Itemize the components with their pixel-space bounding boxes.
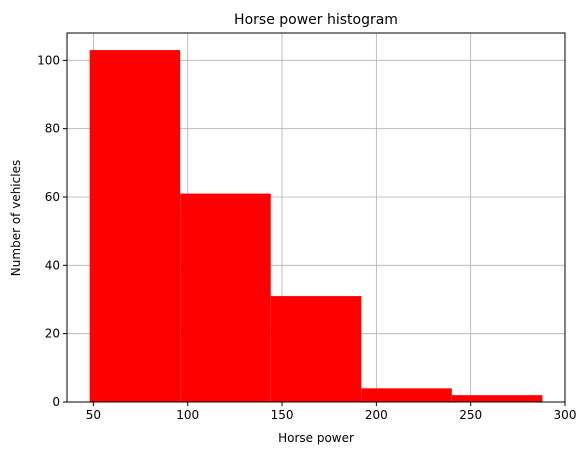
y-axis-label: Number of vehicles (9, 160, 23, 276)
y-tick-label: 20 (45, 327, 60, 341)
x-tick-label: 50 (86, 408, 101, 422)
ticks: 50 100 150 200 250 300 0 20 40 60 80 100 (37, 53, 576, 422)
x-tick-label: 200 (365, 408, 388, 422)
histogram-bar (89, 50, 181, 402)
y-tick-label: 0 (52, 395, 60, 409)
x-tick-label: 300 (554, 408, 577, 422)
histogram-bar (270, 296, 362, 402)
x-tick-label: 100 (176, 408, 199, 422)
histogram-bar (451, 395, 543, 402)
y-tick-label: 60 (45, 190, 60, 204)
chart-title: Horse power histogram (234, 12, 398, 28)
y-tick-label: 40 (45, 258, 60, 272)
bars (89, 50, 543, 402)
x-tick-label: 150 (271, 408, 294, 422)
axes (66, 32, 566, 403)
x-axis-label: Horse power (278, 431, 354, 445)
histogram-bar (361, 388, 452, 402)
y-tick-label: 80 (45, 122, 60, 136)
plot-frame (66, 32, 566, 403)
y-tick-label: 100 (37, 53, 60, 67)
x-tick-label: 250 (459, 408, 482, 422)
histogram-bar (180, 193, 271, 402)
